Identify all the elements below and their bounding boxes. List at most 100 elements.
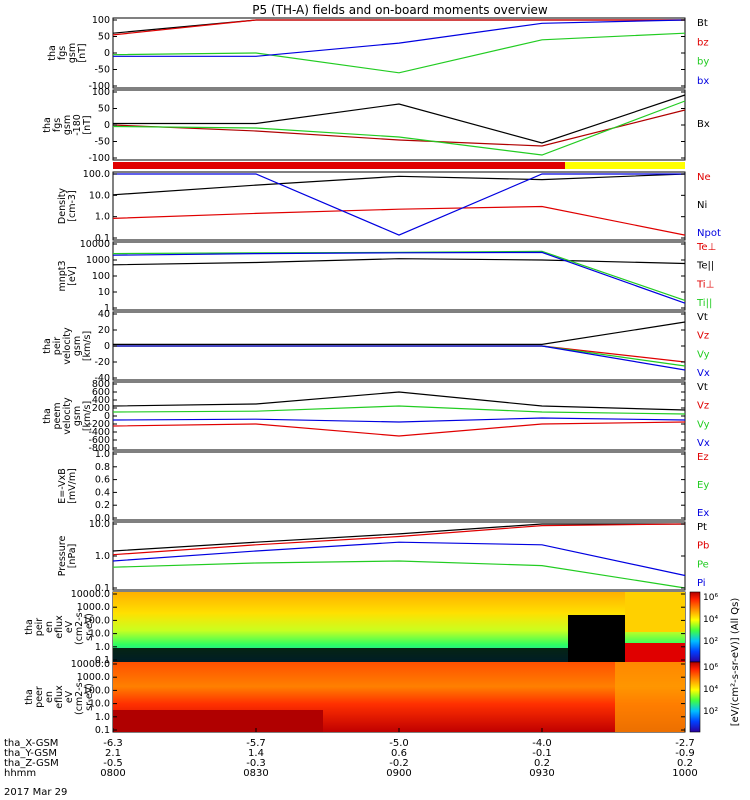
x-axis-value: -0.2 (389, 758, 409, 769)
panel-frame-efield (112, 451, 686, 521)
y-tick-label-peem_vel: -400 (88, 427, 110, 438)
y-tick-label-peir_vel: 0 (104, 341, 110, 352)
series-line-fgs (113, 19, 686, 57)
y-tick-label-density: 10.0 (89, 190, 110, 201)
y-tick-label-peir_vel: -40 (94, 373, 110, 384)
y-axis-label-fgs: fgs (57, 46, 68, 60)
y-tick-label-temp: 100 (92, 271, 110, 282)
y-axis-label-peer_spec: eV (64, 690, 75, 703)
legend-temp: Te⊥ (696, 242, 716, 253)
x-axis-value: 0800 (100, 768, 125, 779)
y-tick-label-fgs_rot: -100 (88, 153, 110, 164)
y-axis-label-temp: [eV] (67, 266, 78, 286)
y-tick-label-peir_spec: 0.1 (95, 655, 110, 666)
y-tick-label-peir_spec: 1.0 (95, 642, 110, 653)
panel-frame-density (112, 171, 686, 241)
y-tick-label-efield: 0.0 (95, 513, 110, 524)
peer-spectrogram-late-region (615, 662, 685, 732)
y-axis-label-peir_vel: velocity (62, 327, 73, 365)
mode-bar-slow (113, 162, 565, 169)
date-label: 2017 Mar 29 (4, 787, 67, 798)
series-line-fgs_rot (112, 109, 686, 147)
colorbar-tick-label: 10⁶ (703, 663, 718, 673)
y-tick-label-density: 0.1 (95, 233, 110, 244)
y-tick-label-fgs: -100 (88, 81, 110, 92)
series-line-density (113, 173, 685, 236)
peer-spectrogram-low-band (113, 710, 323, 732)
series-line-peem_vel (112, 391, 686, 411)
series-line-fgs (112, 19, 685, 36)
y-tick-label-fgs_rot: 0 (104, 120, 110, 131)
x-axis-value: -0.5 (103, 758, 123, 769)
colorbar-tick-label: 10² (703, 637, 718, 647)
y-tick-label-temp: 10 (98, 287, 110, 298)
legend-temp: Ti⊥ (696, 279, 714, 290)
legend-temp: Te|| (696, 261, 714, 272)
y-axis-label-peer_spec: sr-eV) (84, 683, 95, 711)
peir-spectrogram-red-region (625, 643, 685, 662)
y-tick-label-efield: 0.2 (95, 500, 110, 511)
y-tick-label-peer_spec: 1000.0 (77, 672, 110, 683)
legend-pressure: Pi (697, 578, 706, 589)
peir-spectrogram-yellow-region (625, 592, 685, 632)
y-tick-label-temp: 10000 (80, 239, 110, 250)
y-axis-label-fgs_rot: -180 (72, 114, 83, 136)
y-axis-label-temp: mnpt3 (57, 260, 68, 291)
y-tick-label-efield: 0.6 (95, 475, 110, 486)
peir-spectrogram-black-region (568, 615, 625, 662)
y-axis-label-peir_vel: [km/s] (82, 331, 93, 361)
y-tick-label-temp: 1000 (86, 255, 110, 266)
y-tick-label-fgs: 0 (104, 48, 110, 59)
peir-spectrogram-noise-floor (113, 648, 573, 662)
y-axis-label-peir_spec: peir (34, 618, 45, 637)
y-axis-label-fgs_rot: fgs (52, 118, 63, 132)
y-axis-label-peer_spec: peer (34, 686, 45, 708)
y-axis-label-peer_spec: (cm2-s- (74, 679, 85, 715)
series-line-peir_vel (113, 321, 686, 345)
y-tick-label-fgs: 100 (92, 15, 110, 26)
legend-efield: Ey (697, 480, 709, 491)
legend-fgs: by (697, 57, 709, 68)
legend-peir_vel: Vt (697, 312, 708, 323)
y-tick-label-peir_vel: 20 (98, 325, 110, 336)
legend-peir_vel: Vz (697, 331, 709, 342)
series-line-peir_vel (113, 345, 686, 371)
legend-peir_vel: Vx (697, 368, 710, 379)
y-tick-label-fgs_rot: -50 (94, 137, 110, 148)
y-tick-label-peem_vel: 0 (104, 411, 110, 422)
y-tick-label-peir_spec: 100.0 (83, 615, 110, 626)
y-tick-label-pressure: 1.0 (95, 551, 110, 562)
y-tick-label-peir_spec: 10.0 (89, 629, 110, 640)
chart-title: P5 (TH-A) fields and on-board moments ov… (252, 3, 548, 17)
y-tick-label-fgs_rot: 100 (92, 87, 110, 98)
series-line-pressure (112, 541, 686, 577)
mode-bar-fast (565, 162, 685, 169)
y-axis-label-peer_spec: tha (24, 689, 35, 705)
colorbar-tick-label: 10² (703, 707, 718, 717)
x-axis-value: -0.3 (246, 758, 266, 769)
data-lines (112, 19, 686, 589)
legend-peem_vel: Vy (697, 419, 710, 430)
y-tick-label-efield: 0.8 (95, 462, 110, 473)
panel-frame-pressure (112, 521, 686, 591)
y-axis-label-peer_spec: eflux (54, 685, 65, 709)
y-tick-label-peem_vel: 800 (92, 379, 110, 390)
y-axis-label-fgs: [nT] (77, 43, 88, 62)
y-tick-label-density: 1.0 (95, 212, 110, 223)
legend-fgs_rot: Bx (697, 119, 710, 130)
y-axis-label-fgs_rot: tha (42, 117, 53, 133)
x-axis-row-label: tha_Y-GSM (4, 748, 57, 759)
y-axis-label-peir_vel: peir (52, 337, 63, 356)
colorbar-tick-label: 10⁴ (703, 685, 718, 695)
y-axis-label-efield: E=-VxB (57, 468, 68, 503)
y-axis-label-efield: [mV/m] (67, 468, 78, 504)
y-tick-label-temp: 1 (104, 303, 110, 314)
y-tick-label-peem_vel: -800 (88, 443, 110, 454)
y-axis-label-peir_vel: gsm (72, 336, 83, 356)
y-axis-label-peem_vel: velocity (62, 397, 73, 435)
y-axis-label-fgs_rot: [nT] (82, 115, 93, 134)
y-tick-label-peer_spec: 10000.0 (71, 659, 110, 670)
legend-density: Ne (697, 172, 711, 183)
series-line-pressure (112, 523, 686, 556)
